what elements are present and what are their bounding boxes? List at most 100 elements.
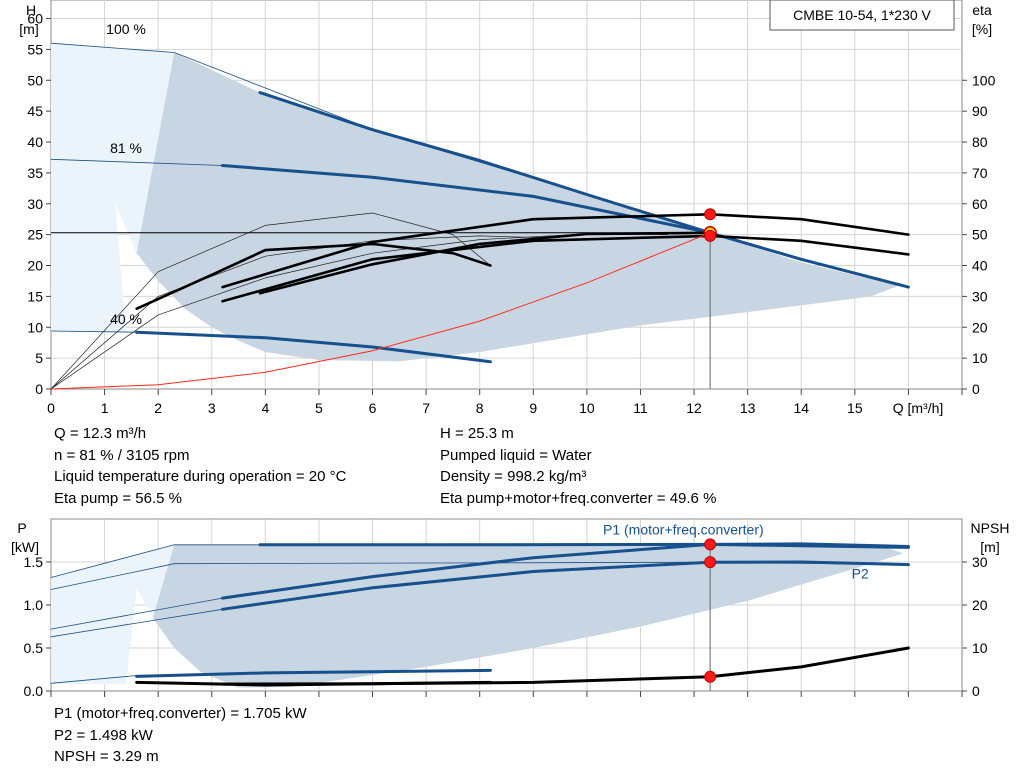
power-series-label: P2 [852,565,869,581]
power-operating-point-marker [704,556,717,569]
power-info: P1 (motor+freq.converter) = 1.705 kW P2 … [54,703,307,768]
speed-label: 40 % [110,311,142,327]
head-y2-tick-label: 10 [972,350,988,366]
density-readout: Density = 998.2 kg/m³ [440,468,587,485]
power-y-tick-label: 1.0 [24,597,44,613]
power-series-p1-100-op [258,542,910,549]
power-y2-tick-label: 20 [972,597,988,613]
head-x-tick-label: 14 [793,400,809,416]
head-y2-tick-label: 70 [972,165,988,181]
head-series-eta-40-thick [258,231,712,295]
eta-axis-label: eta [972,2,992,18]
speed-label: 100 % [106,21,146,37]
head-x-tick-label: 3 [208,400,216,416]
head-x-tick-label: 4 [261,400,269,416]
power-y2-tick-label: 30 [972,554,988,570]
power-axis-label: P [17,520,26,536]
head-series-system-curve [50,232,711,390]
power-operating-area [152,543,904,688]
head-series-40-head-op [135,330,492,364]
head-x-tick-label: 9 [529,400,537,416]
power-series-p2 [221,560,910,611]
operating-point-marker [704,208,717,221]
head-y2-tick-label: 20 [972,319,988,335]
head-operating-area [136,52,904,362]
head-y-tick-label: 25 [27,227,43,243]
chart-title: CMBE 10-54, 1*230 V [793,7,931,23]
head-y-tick-label: 35 [27,165,43,181]
head-x-tick-label: 6 [369,400,377,416]
head-series-eta-100-thin [50,212,491,390]
power-series-p2-81-thin [50,608,223,638]
x-axis-label: Q [m³/h] [893,400,944,416]
flow-readout: Q = 12.3 m³/h [54,425,147,442]
head-x-tick-label: 13 [740,400,756,416]
power-y-tick-label: 0.0 [24,683,44,699]
head-x-tick-label: 7 [422,400,430,416]
head-x-tick-label: 1 [101,400,109,416]
head-readout: H = 25.3 m [440,425,514,442]
power-series-p-40-op [135,668,492,678]
head-x-tick-label: 15 [847,400,863,416]
head-series-eta-total [221,234,910,303]
power-y2-tick-label: 10 [972,640,988,656]
pumped-liquid-readout: Pumped liquid = Water [440,446,592,464]
speed-readout: n = 81 % / 3105 rpm [54,446,190,464]
p2-readout: P2 = 1.498 kW [54,726,153,744]
head-y-tick-label: 50 [27,72,43,88]
head-y-tick-label: 30 [27,196,43,212]
power-operating-point-marker [704,538,717,551]
npsh-readout: NPSH = 3.29 m [54,748,159,765]
head-y-tick-label: 40 [27,134,43,150]
head-y2-tick-label: 30 [972,288,988,304]
p1-readout: P1 (motor+freq.converter) = 1.705 kW [54,705,307,722]
head-x-tick-label: 2 [154,400,162,416]
head-y2-tick-label: 40 [972,258,988,274]
head-x-tick-label: 11 [633,400,648,416]
chart-title-box [769,0,955,31]
head-y-tick-label: 45 [27,103,43,119]
head-y2-tick-label: 0 [972,381,980,397]
operating-point-marker [704,229,717,242]
head-y-tick-label: 0 [35,381,43,397]
head-y-tick-label: 15 [27,288,43,304]
head-x-tick-label: 8 [476,400,484,416]
power-series-label: P1 (motor+freq.converter) [603,521,764,537]
head-x-tick-label: 12 [686,400,702,416]
head-x-tick-label: 5 [315,400,323,416]
power-series-p1-motor-freq-converter [221,542,910,600]
head-axis-unit: [m] [19,21,38,37]
duty-info-left: Q = 12.3 m³/h n = 81 % / 3105 rpm Liquid… [54,423,346,509]
head-y2-tick-label: 90 [972,103,988,119]
npsh-axis-unit: [m] [980,539,999,555]
head-series-81-head-op [221,164,910,289]
power-y2-tick-label: 0 [972,683,980,699]
eta-axis-unit: [%] [972,21,992,37]
head-y-tick-label: 20 [27,258,43,274]
head-series-eta-100-thick [135,242,492,310]
head-y-tick-label: 60 [27,11,43,27]
head-y2-tick-label: 60 [972,196,988,212]
power-axis-unit: [kW] [11,539,39,555]
head-y-tick-label: 55 [27,41,43,57]
head-y-tick-label: 5 [35,350,43,366]
power-y-tick-label: 1.5 [24,554,44,570]
head-series-eta-pump [221,213,910,289]
power-y-tick-label: 0.5 [24,640,44,656]
eta-total-readout: Eta pump+motor+freq.converter = 49.6 % [440,489,717,507]
liquid-temperature-readout: Liquid temperature during operation = 20… [54,468,347,485]
eta-pump-readout: Eta pump = 56.5 % [54,489,182,507]
head-axis-label: H [26,2,36,18]
head-series-100-head-op [258,91,712,235]
npsh-axis-label: NPSH [971,520,1010,536]
head-y-tick-label: 10 [27,319,43,335]
head-y2-tick-label: 50 [972,227,988,243]
head-y2-tick-label: 80 [972,134,988,150]
duty-info-right: H = 25.3 m Pumped liquid = Water Density… [440,423,716,509]
power-series-p1-81-thin [50,597,223,630]
power-series-npsh-low [135,680,492,687]
head-series-eta-81-thin [50,235,545,390]
speed-label: 81 % [110,140,142,156]
head-y2-tick-label: 100 [972,72,996,88]
